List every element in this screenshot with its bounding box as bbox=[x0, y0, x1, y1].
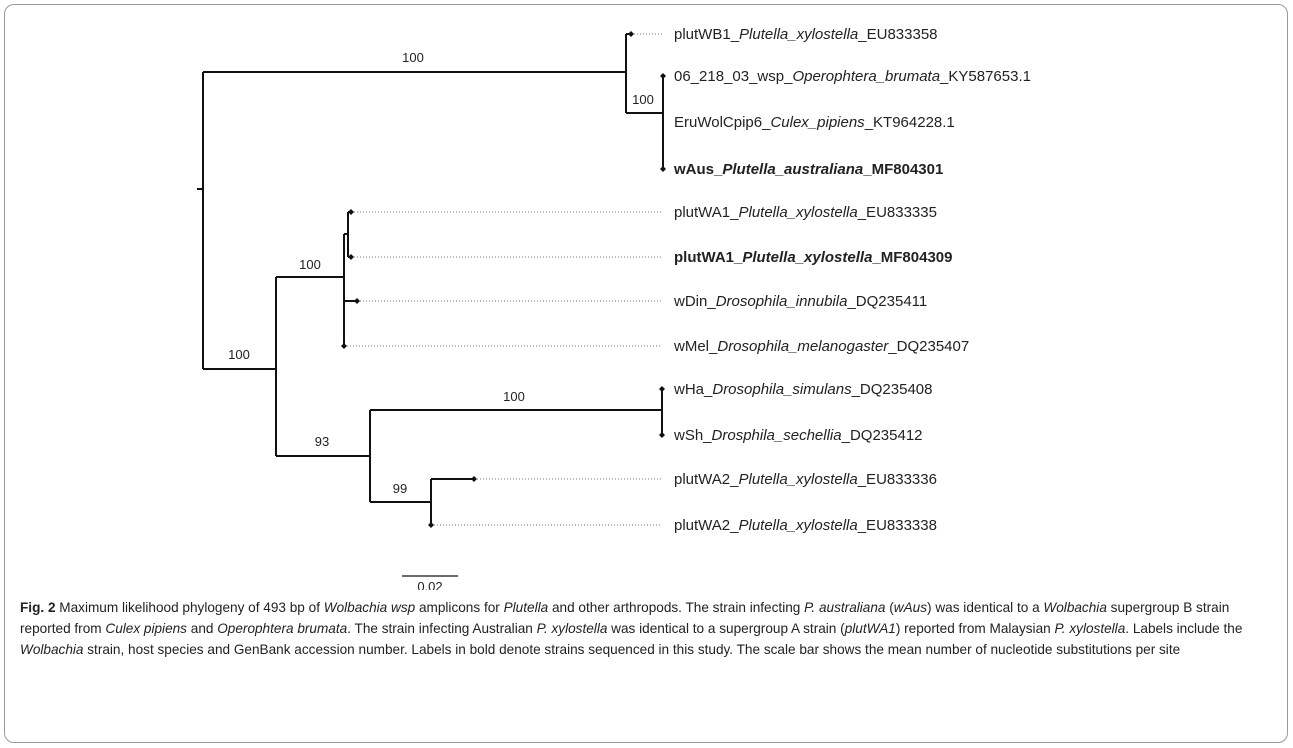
tip-label: plutWA2_Plutella_xylostella_EU833336 bbox=[674, 471, 937, 488]
tip-label: plutWA1_Plutella_xylostella_EU833335 bbox=[674, 204, 937, 221]
tip-label: wSh_Drosphila_sechellia_DQ235412 bbox=[673, 427, 923, 444]
tip-label: wDin_Drosophila_innubila_DQ235411 bbox=[673, 293, 927, 310]
figure-frame bbox=[4, 4, 1288, 743]
bootstrap-label: 100 bbox=[632, 92, 654, 107]
leader-lines bbox=[344, 33, 662, 526]
bootstrap-label: 100 bbox=[402, 50, 424, 65]
tip-label: wAus_Plutella_australiana_MF804301 bbox=[673, 161, 943, 178]
phylogenetic-tree: 100 100 100 100 100 93 99 plutWB1_Plutel… bbox=[197, 26, 1031, 590]
tip-markers bbox=[341, 31, 666, 528]
bootstrap-label: 93 bbox=[315, 434, 329, 449]
tree-branches bbox=[197, 33, 664, 525]
tip-label: plutWA2_Plutella_xylostella_EU833338 bbox=[674, 517, 937, 534]
figure-label: Fig. 2 bbox=[20, 600, 56, 615]
figure-caption: Fig. 2 Maximum likelihood phylogeny of 4… bbox=[20, 600, 1243, 657]
bootstrap-values: 100 100 100 100 100 93 99 bbox=[228, 50, 654, 496]
tip-label: wHa_Drosophila_simulans_DQ235408 bbox=[673, 381, 933, 398]
tip-label: plutWA1_Plutella_xylostella_MF804309 bbox=[674, 249, 952, 266]
tip-label: EruWolCpip6_Culex_pipiens_KT964228.1 bbox=[674, 114, 955, 131]
tip-label: 06_218_03_wsp_Operophtera_brumata_KY5876… bbox=[674, 68, 1031, 85]
scale-bar-label: 0.02 bbox=[417, 579, 442, 590]
tip-label: plutWB1_Plutella_xylostella_EU833358 bbox=[674, 26, 938, 43]
bootstrap-label: 100 bbox=[228, 347, 250, 362]
tip-labels: plutWB1_Plutella_xylostella_EU833358 06_… bbox=[673, 26, 1031, 534]
tip-label: wMel_Drosophila_melanogaster_DQ235407 bbox=[673, 338, 969, 355]
bootstrap-label: 99 bbox=[393, 481, 407, 496]
bootstrap-label: 100 bbox=[503, 389, 525, 404]
bootstrap-label: 100 bbox=[299, 257, 321, 272]
